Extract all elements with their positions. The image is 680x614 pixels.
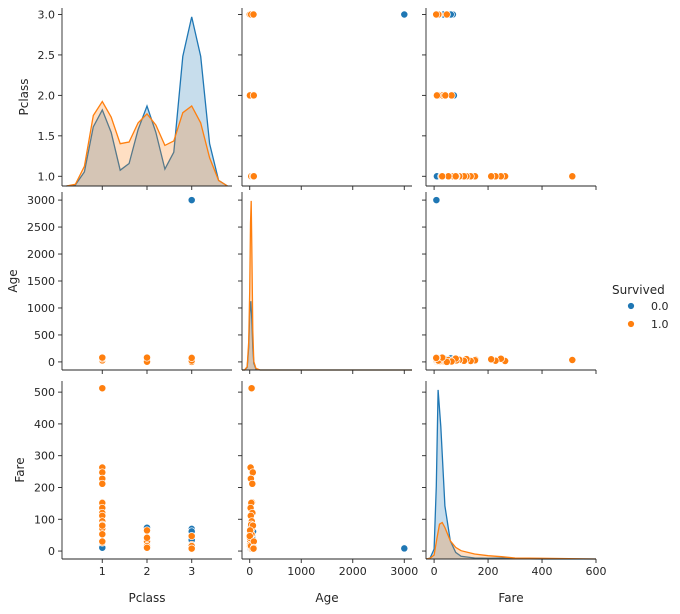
x-tick-label: 2000 bbox=[339, 565, 367, 578]
y-tick-label: 3000 bbox=[27, 194, 55, 207]
y-tick-label: 2.0 bbox=[38, 89, 56, 102]
x-axis-label-pclass: Pclass bbox=[128, 591, 165, 605]
panel-age-vs-age bbox=[238, 192, 412, 374]
y-tick-label: 2000 bbox=[27, 248, 55, 261]
panel-pclass-vs-fare bbox=[422, 8, 597, 190]
scatter-point-1.0 bbox=[451, 172, 460, 181]
x-tick-label: 0 bbox=[431, 565, 438, 578]
scatter-point-1.0 bbox=[487, 172, 496, 181]
scatter-point-1.0 bbox=[249, 544, 258, 553]
scatter-point-1.0 bbox=[98, 521, 107, 530]
scatter-point-1.0 bbox=[432, 10, 441, 19]
scatter-point-1.0 bbox=[98, 479, 107, 488]
scatter-point-1.0 bbox=[432, 91, 441, 100]
kde-fill-1.0 bbox=[426, 522, 596, 559]
panel-fare-vs-fare: 0 200 400 600 bbox=[422, 381, 607, 578]
x-tick-label: 2 bbox=[144, 565, 151, 578]
panel-age-vs-pclass: 0 500 1000 1500 2000 2500 3000 bbox=[27, 192, 232, 374]
scatter-point-1.0 bbox=[438, 172, 447, 181]
scatter-point-1.0 bbox=[441, 91, 450, 100]
kde-fill-0.0 bbox=[66, 16, 228, 187]
scatter-point-1.0 bbox=[568, 356, 577, 364]
scatter-point-1.0 bbox=[249, 91, 258, 100]
y-tick-label: 300 bbox=[34, 450, 55, 463]
legend-marker-0 bbox=[627, 302, 635, 310]
y-tick-label: 2.5 bbox=[38, 49, 56, 62]
scatter-point-1.0 bbox=[143, 526, 151, 535]
x-tick-label: 400 bbox=[532, 565, 553, 578]
y-tick-label: 1.5 bbox=[38, 130, 56, 143]
scatter-point-1.0 bbox=[249, 10, 258, 19]
pairplot-grid: 1.01.52.02.53.00500100015002000250030000… bbox=[6, 8, 607, 605]
y-tick-label: 200 bbox=[34, 481, 55, 494]
scatter-point-0.0 bbox=[432, 196, 441, 205]
y-tick-label: 1500 bbox=[27, 275, 55, 288]
legend-title: Survived bbox=[612, 283, 665, 297]
kde-line-1.0 bbox=[425, 521, 597, 560]
y-axis-label-pclass: Pclass bbox=[17, 78, 31, 115]
scatter-point-1.0 bbox=[187, 532, 196, 541]
x-tick-label: 3000 bbox=[390, 565, 418, 578]
y-tick-label: 0 bbox=[48, 356, 55, 369]
kde-fill-0.0 bbox=[242, 301, 412, 370]
scatter-point-1.0 bbox=[245, 532, 254, 541]
scatter-point-1.0 bbox=[143, 353, 151, 362]
kde-line-0.0 bbox=[66, 16, 228, 187]
x-tick-label: 0 bbox=[246, 565, 253, 578]
y-tick-label: 2500 bbox=[27, 221, 55, 234]
panel-fare-vs-age: 0 1000 2000 3000 bbox=[238, 381, 418, 578]
y-tick-label: 1.0 bbox=[38, 170, 56, 183]
kde-fill-0.0 bbox=[426, 389, 596, 559]
legend-marker-1 bbox=[627, 320, 635, 328]
kde-line-0.0 bbox=[242, 301, 412, 371]
panel-pclass-vs-pclass: 1.0 1.5 2.0 2.5 3.0 bbox=[38, 8, 232, 190]
scatter-point-1.0 bbox=[98, 530, 107, 539]
kde-line-1.0 bbox=[66, 100, 228, 187]
scatter-point-0.0 bbox=[400, 10, 409, 19]
scatter-point-1.0 bbox=[98, 384, 107, 393]
scatter-point-1.0 bbox=[98, 537, 107, 546]
y-tick-label: 500 bbox=[34, 386, 55, 399]
kde-line-1.0 bbox=[242, 200, 412, 371]
kde-fill-1.0 bbox=[66, 101, 228, 186]
y-tick-label: 0 bbox=[48, 545, 55, 558]
y-tick-label: 3.0 bbox=[38, 8, 56, 21]
scatter-point-1.0 bbox=[187, 544, 196, 553]
x-tick-label: 1 bbox=[99, 565, 106, 578]
scatter-point-1.0 bbox=[248, 479, 257, 488]
scatter-point-1.0 bbox=[143, 543, 151, 552]
scatter-point-1.0 bbox=[249, 172, 258, 181]
scatter-point-1.0 bbox=[143, 533, 151, 542]
y-tick-label: 400 bbox=[34, 418, 55, 431]
panel-pclass-vs-age bbox=[238, 8, 412, 190]
scatter-point-1.0 bbox=[568, 172, 577, 181]
x-axis-label-fare: Fare bbox=[498, 591, 523, 605]
x-tick-label: 600 bbox=[586, 565, 607, 578]
x-axis-label-age: Age bbox=[315, 591, 338, 605]
scatter-point-1.0 bbox=[247, 384, 256, 393]
scatter-point-1.0 bbox=[442, 10, 451, 19]
scatter-point-1.0 bbox=[487, 355, 496, 364]
kde-line-0.0 bbox=[425, 389, 596, 560]
scatter-point-0.0 bbox=[187, 196, 196, 205]
scatter-point-1.0 bbox=[187, 353, 196, 362]
legend: Survived 0.0 1.0 bbox=[612, 283, 669, 331]
legend-label-1: 1.0 bbox=[651, 318, 669, 331]
kde-fill-1.0 bbox=[242, 200, 412, 370]
y-tick-label: 500 bbox=[34, 329, 55, 342]
y-axis-label-age: Age bbox=[6, 269, 20, 292]
scatter-point-1.0 bbox=[98, 353, 107, 362]
panel-fare-vs-pclass: 0 100 200 300 400 500 1 2 3 bbox=[34, 381, 232, 578]
legend-label-0: 0.0 bbox=[651, 300, 669, 313]
scatter-point-0.0 bbox=[400, 544, 409, 553]
panel-age-vs-fare bbox=[422, 192, 597, 374]
scatter-point-1.0 bbox=[432, 353, 441, 362]
x-tick-label: 1000 bbox=[287, 565, 315, 578]
y-tick-label: 100 bbox=[34, 513, 55, 526]
x-tick-label: 3 bbox=[188, 565, 195, 578]
y-tick-label: 1000 bbox=[27, 302, 55, 315]
y-axis-label-fare: Fare bbox=[13, 457, 27, 482]
x-tick-label: 200 bbox=[478, 565, 499, 578]
